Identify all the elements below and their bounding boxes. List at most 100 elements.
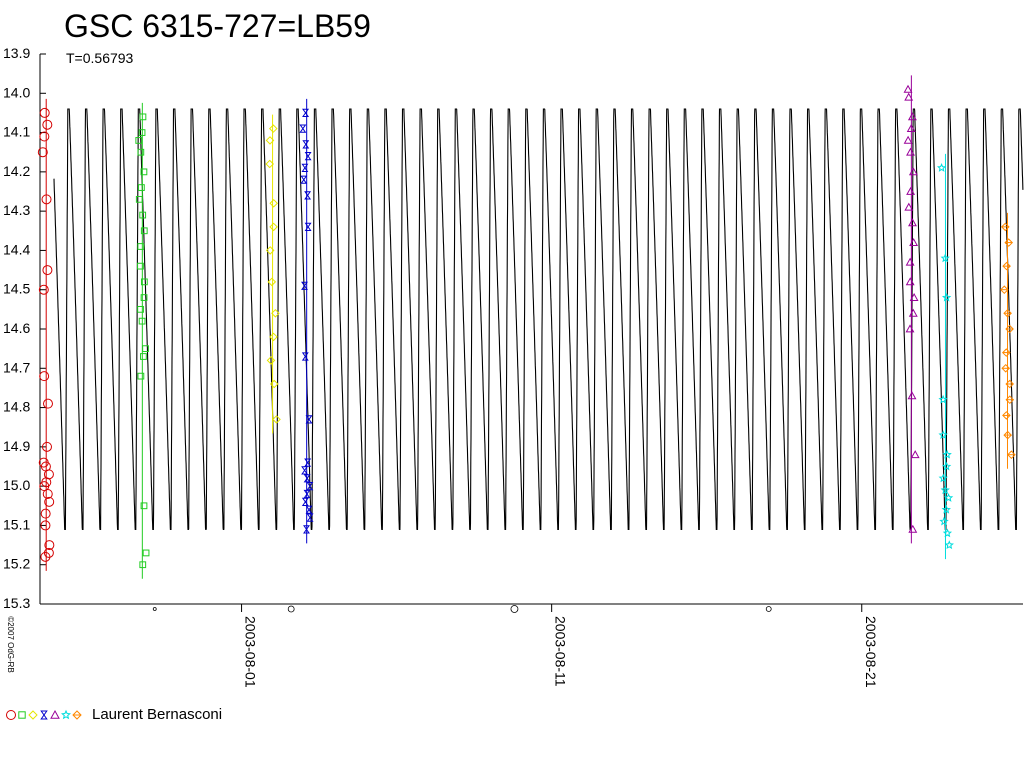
data-point (906, 147, 915, 156)
data-point (138, 129, 146, 136)
y-axis-ticks: 13.9 14.0 14.1 14.2 14.3 14.4 14.5 14.6 14.7 14.8… (3, 45, 46, 611)
data-point (943, 492, 954, 502)
data-point (272, 415, 281, 424)
y-tick-label: 15.1 (3, 516, 30, 532)
data-point (44, 540, 55, 551)
data-point (999, 285, 1009, 295)
data-point (303, 525, 310, 534)
legend-symbol-diamond-cross (72, 710, 82, 720)
legend-symbol-circle (6, 710, 16, 720)
series-star (936, 153, 954, 560)
data-point (938, 473, 948, 483)
legend-symbol-square (18, 711, 26, 719)
data-point (137, 305, 144, 313)
data-point (302, 140, 310, 149)
data-point (265, 136, 275, 145)
data-point (1004, 238, 1014, 247)
data-point (940, 253, 950, 263)
data-point (138, 184, 145, 191)
data-point (910, 450, 920, 459)
data-point (1003, 308, 1012, 318)
data-point (909, 237, 919, 246)
data-point (140, 502, 148, 510)
y-tick-label: 14.1 (3, 124, 30, 140)
data-point (938, 430, 948, 440)
data-point (137, 243, 145, 250)
data-point (265, 159, 275, 169)
y-tick-label: 15.3 (3, 595, 30, 611)
x-axis-ticks: 2003-08-01 2003-08-11 2003-08-21 (241, 604, 879, 688)
data-point (908, 167, 918, 176)
data-point (40, 520, 51, 531)
data-point (269, 222, 278, 232)
data-point (40, 508, 51, 519)
y-tick-label: 15.2 (3, 556, 30, 572)
data-point (903, 84, 913, 93)
data-point (42, 398, 53, 409)
data-point (37, 147, 48, 158)
data-point (139, 211, 147, 219)
data-point (140, 278, 148, 286)
series-circle (37, 98, 55, 571)
data-point (306, 482, 314, 491)
data-point (269, 332, 278, 342)
data-point (135, 195, 143, 203)
y-tick-label: 14.0 (3, 84, 30, 100)
data-point (39, 371, 50, 382)
data-point (41, 194, 52, 205)
data-point (137, 148, 145, 156)
data-point (268, 124, 278, 133)
data-point (905, 277, 915, 286)
data-point (301, 281, 308, 290)
observation-series (37, 75, 1016, 579)
y-tick-label: 14.3 (3, 202, 30, 218)
data-point (1005, 395, 1015, 405)
data-point (137, 372, 145, 380)
data-point (271, 308, 280, 318)
data-point (904, 92, 914, 101)
data-point (269, 379, 279, 389)
series-diamond (265, 114, 281, 434)
data-point (265, 246, 275, 255)
data-point (1003, 430, 1013, 440)
data-point (907, 391, 917, 400)
moon-phase-marker (510, 605, 519, 613)
legend-symbols (6, 709, 82, 720)
chart-title: GSC 6315-727=LB59 (64, 8, 371, 44)
data-point (941, 461, 952, 471)
data-point (267, 277, 277, 287)
data-point (1002, 261, 1011, 271)
legend-symbol-diamond (28, 710, 38, 720)
data-point (1005, 379, 1015, 389)
y-tick-label: 15.0 (3, 477, 30, 493)
series-diamond-cross (999, 212, 1016, 469)
data-point (305, 415, 313, 424)
data-point (909, 292, 919, 301)
data-point (908, 524, 918, 533)
y-tick-label: 14.8 (3, 399, 30, 415)
legend-symbol-star (61, 709, 71, 720)
data-point (941, 292, 952, 302)
data-point (1001, 348, 1011, 357)
y-tick-label: 14.4 (3, 241, 30, 257)
data-point (300, 175, 308, 184)
data-point (138, 317, 146, 325)
moon-phase-marker (765, 606, 772, 612)
data-point (301, 163, 309, 172)
data-point (942, 449, 952, 459)
data-point (40, 551, 51, 562)
data-point (42, 489, 53, 499)
x-tick-label: 2003-08-11 (553, 616, 569, 687)
moon-phase-marker (152, 607, 157, 611)
y-tick-label: 14.2 (3, 163, 30, 179)
legend-symbol-triangle (50, 709, 60, 719)
data-point (304, 191, 312, 200)
data-point (139, 561, 147, 569)
data-point (140, 353, 147, 360)
data-point (38, 284, 49, 295)
data-point (140, 294, 148, 301)
data-point (301, 466, 309, 475)
moon-phase-marker (287, 605, 295, 613)
data-point (303, 489, 311, 499)
